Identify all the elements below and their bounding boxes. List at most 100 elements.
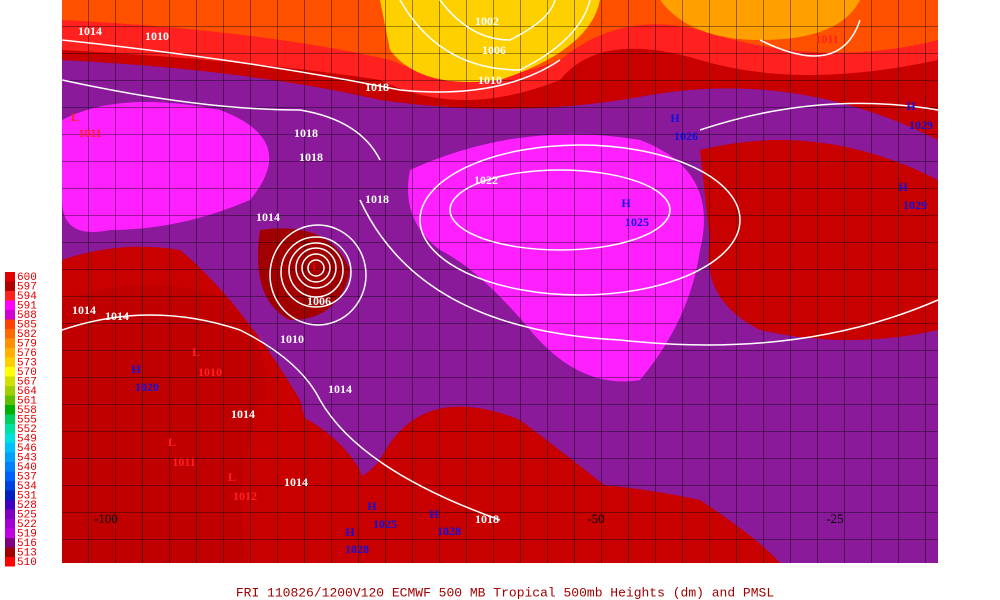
- legend-swatch: [5, 319, 15, 329]
- legend-label: 519: [17, 528, 37, 540]
- legend-swatch: [5, 281, 15, 291]
- isobar-label: 1010: [145, 29, 169, 43]
- isobar-label: 1018: [299, 150, 323, 164]
- legend-swatch: [5, 443, 15, 453]
- legend-label: 570: [17, 367, 37, 379]
- isobar-label: 1006: [482, 43, 506, 57]
- legend-label: 552: [17, 424, 37, 436]
- legend-label: 516: [17, 538, 37, 550]
- legend-swatch: [5, 557, 15, 567]
- legend-label: 546: [17, 443, 37, 455]
- pressure-center: H: [429, 507, 439, 521]
- isobar-label: 1020: [135, 380, 159, 394]
- legend-label: 555: [17, 414, 37, 426]
- legend-label: 522: [17, 519, 37, 531]
- isobar-label: 1011: [815, 32, 838, 46]
- isobar-label: 1028: [437, 524, 461, 538]
- legend-swatch: [5, 433, 15, 443]
- isobar-label: 1010: [198, 365, 222, 379]
- isobar-label: 1018: [365, 80, 389, 94]
- legend-swatch: [5, 490, 15, 500]
- isobar-label: 1028: [345, 542, 369, 556]
- legend-swatch: [5, 348, 15, 358]
- isobar-label: 1014: [284, 475, 308, 489]
- legend-label: 510: [17, 557, 37, 569]
- legend-swatch: [5, 452, 15, 462]
- legend-swatch: [5, 519, 15, 529]
- isobar-label: 1014: [328, 382, 352, 396]
- map-labels: 1014 1010 1002 1006 1010 1011 1018 1018 1018 1022…: [71, 14, 933, 556]
- legend-label: 591: [17, 300, 37, 312]
- pressure-center: L: [228, 470, 236, 484]
- longitude-label: -25: [826, 511, 843, 526]
- legend-swatch: [5, 481, 15, 491]
- isobar-label: 1012: [233, 489, 257, 503]
- legend-label: 588: [17, 310, 37, 322]
- legend-label: 543: [17, 452, 37, 464]
- isobar-label: 1014: [72, 303, 96, 317]
- legend-swatch: [5, 272, 15, 282]
- legend: 6005975945915885855825795765735705675645…: [5, 272, 37, 569]
- longitude-label: -100: [94, 511, 118, 526]
- pressure-center: L: [168, 435, 176, 449]
- isobar-label: 1022: [474, 173, 498, 187]
- legend-label: 549: [17, 433, 37, 445]
- legend-swatch: [5, 424, 15, 434]
- legend-swatch: [5, 509, 15, 519]
- pressure-center: H: [898, 180, 908, 194]
- isobar-label: 1025: [625, 215, 649, 229]
- longitude-label: -50: [587, 511, 604, 526]
- pressure-center: L: [192, 345, 200, 359]
- pressure-center: H: [621, 196, 631, 210]
- isobar-label: 1025: [373, 517, 397, 531]
- legend-label: 600: [17, 272, 37, 284]
- legend-label: 594: [17, 291, 37, 303]
- legend-swatch: [5, 462, 15, 472]
- legend-label: 513: [17, 547, 37, 559]
- isobar-label: 1010: [478, 73, 502, 87]
- isobar-label: 1014: [256, 210, 280, 224]
- legend-swatch: [5, 367, 15, 377]
- legend-label: 540: [17, 462, 37, 474]
- legend-label: 573: [17, 357, 37, 369]
- legend-swatch: [5, 414, 15, 424]
- isobar-label: 1006: [307, 294, 331, 308]
- pressure-center: H: [131, 362, 141, 376]
- pressure-center: H: [906, 99, 916, 113]
- isobar-label: 1010: [280, 332, 304, 346]
- pressure-center: L: [71, 110, 79, 124]
- isobar-label: 1029: [903, 198, 927, 212]
- legend-label: 534: [17, 481, 37, 493]
- legend-swatch: [5, 547, 15, 557]
- footer: FRI 110826/1200V120 ECMWF 500 MB Tropica…: [236, 585, 774, 600]
- legend-label: 537: [17, 471, 37, 483]
- map-area: [62, 0, 938, 563]
- isobar-label: 1026: [674, 129, 698, 143]
- legend-label: 531: [17, 490, 37, 502]
- legend-label: 525: [17, 509, 37, 521]
- legend-label: 567: [17, 376, 37, 388]
- legend-swatch: [5, 300, 15, 310]
- legend-swatch: [5, 471, 15, 481]
- isobar-label: 1018: [475, 512, 499, 526]
- legend-swatch: [5, 338, 15, 348]
- isobar-label: 1011: [78, 126, 101, 140]
- legend-swatch: [5, 357, 15, 367]
- isobar-label: 1011: [172, 455, 195, 469]
- legend-label: 564: [17, 386, 37, 398]
- pressure-center: L: [312, 260, 320, 274]
- legend-swatch: [5, 528, 15, 538]
- legend-swatch: [5, 291, 15, 301]
- legend-swatch: [5, 310, 15, 320]
- isobar-label: 1014: [231, 407, 255, 421]
- pressure-center: H: [670, 111, 680, 125]
- isobar-label: 1002: [475, 14, 499, 28]
- legend-swatch: [5, 538, 15, 548]
- legend-swatch: [5, 395, 15, 405]
- legend-label: 561: [17, 395, 37, 407]
- legend-swatch: [5, 386, 15, 396]
- isobar-label: 1014: [105, 309, 129, 323]
- legend-swatch: [5, 500, 15, 510]
- legend-label: 576: [17, 348, 37, 360]
